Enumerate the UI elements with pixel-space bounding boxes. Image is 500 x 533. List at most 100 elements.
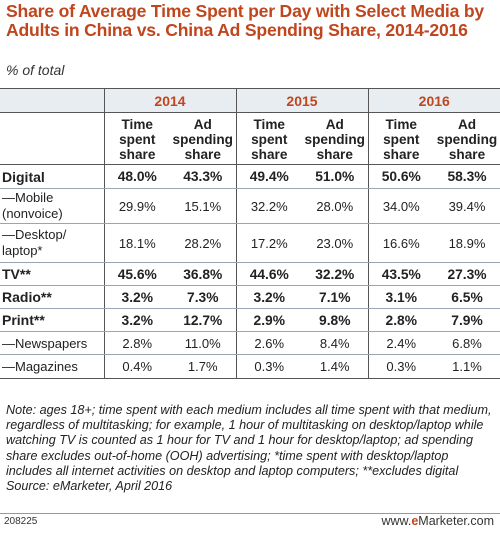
table-cell: 15.1%: [170, 188, 236, 224]
row-label-line: —Desktop/: [2, 227, 67, 242]
table-cell: 7.1%: [302, 285, 368, 309]
footer-divider: [0, 513, 500, 514]
data-table: 2014 2015 2016 Time spent share Ad spending s…: [0, 88, 500, 379]
row-label: TV**: [0, 262, 104, 286]
table-cell: 51.0%: [302, 164, 368, 189]
row-label: Radio**: [0, 285, 104, 309]
column-header-word: spending: [172, 132, 233, 147]
table-cell: 2.4%: [367, 331, 434, 355]
table-cell: 8.4%: [302, 331, 368, 355]
table-cell: 27.3%: [434, 262, 500, 286]
column-header-word: spending: [436, 132, 498, 147]
brand-suffix: Marketer.com: [418, 514, 494, 528]
table-row: —Magazines 0.4% 1.7% 0.3% 1.4% 0.3% 1.1%: [0, 354, 500, 379]
table-cell: 43.5%: [367, 262, 434, 286]
year-header-2014: 2014: [103, 88, 236, 113]
table-cell: 43.3%: [170, 164, 236, 189]
table-cell: 0.3%: [235, 354, 302, 379]
column-header-row: Time spent share Ad spending share Time spent sh…: [0, 112, 500, 165]
column-header-time-2015: Time spent share: [235, 112, 302, 165]
column-header-ad-2014: Ad spending share: [170, 112, 236, 165]
column-header-word: spending: [304, 132, 365, 147]
row-label: Print**: [0, 308, 104, 332]
table-cell: 28.2%: [170, 223, 236, 263]
column-header-ad-2015: Ad spending share: [302, 112, 368, 165]
table-cell: 7.3%: [170, 285, 236, 309]
table-cell: 6.8%: [434, 331, 500, 355]
column-header-word: Ad: [325, 117, 344, 132]
table-cell: 9.8%: [302, 308, 368, 332]
table-cell: 2.8%: [103, 331, 170, 355]
column-header-word: Time: [121, 117, 153, 132]
table-cell: 3.2%: [103, 285, 170, 309]
table-cell: 29.9%: [103, 188, 170, 224]
table-row: Print** 3.2% 12.7% 2.9% 9.8% 2.8% 7.9%: [0, 308, 500, 332]
chart-title: Share of Average Time Spent per Day with…: [6, 1, 484, 40]
table-cell: 17.2%: [235, 223, 302, 263]
table-cell: 0.3%: [367, 354, 434, 379]
column-header-word: share: [448, 147, 486, 162]
table-row: —Mobile (nonvoice) 29.9% 15.1% 32.2% 28.0% 34.…: [0, 188, 500, 224]
year-header-2015: 2015: [235, 88, 368, 113]
row-label-line: laptop*: [2, 243, 43, 258]
year-header-row: 2014 2015 2016: [0, 88, 500, 113]
column-header-word: share: [316, 147, 353, 162]
note-text: Note: ages 18+; time spent with each med…: [6, 403, 492, 478]
table-cell: 34.0%: [367, 188, 434, 224]
table-row: —Newspapers 2.8% 11.0% 2.6% 8.4% 2.4% 6.8%: [0, 331, 500, 355]
column-header-word: share: [184, 147, 221, 162]
table-cell: 28.0%: [302, 188, 368, 224]
row-label-line: (nonvoice): [2, 206, 63, 221]
row-label: —Mobile (nonvoice): [0, 188, 104, 224]
label-header-cell: [0, 112, 104, 165]
column-header-ad-2016: Ad spending share: [434, 112, 500, 165]
corner-cell: [0, 88, 104, 113]
chart-subtitle: % of total: [6, 62, 65, 78]
column-header-word: share: [383, 147, 420, 162]
table-cell: 0.4%: [103, 354, 170, 379]
column-header-word: share: [119, 147, 156, 162]
row-label: —Newspapers: [0, 331, 104, 355]
table-cell: 2.9%: [235, 308, 302, 332]
table-cell: 36.8%: [170, 262, 236, 286]
row-label: —Desktop/laptop*: [0, 223, 104, 263]
column-header-word: Ad: [193, 117, 212, 132]
table-cell: 3.2%: [103, 308, 170, 332]
table-cell: 48.0%: [103, 164, 170, 189]
table-cell: 6.5%: [434, 285, 500, 309]
table-row: Digital 48.0% 43.3% 49.4% 51.0% 50.6% 58.3%: [0, 164, 500, 189]
table-cell: 18.1%: [103, 223, 170, 263]
table-cell: 44.6%: [235, 262, 302, 286]
table-row: Radio** 3.2% 7.3% 3.2% 7.1% 3.1% 6.5%: [0, 285, 500, 309]
table-cell: 23.0%: [302, 223, 368, 263]
brand-e: e: [411, 514, 419, 528]
row-label: —Magazines: [0, 354, 104, 379]
table-cell: 11.0%: [170, 331, 236, 355]
brand-logo: www.eMarketer.com: [381, 514, 494, 528]
table-cell: 50.6%: [367, 164, 434, 189]
table-cell: 1.1%: [434, 354, 500, 379]
table-cell: 58.3%: [434, 164, 500, 189]
table-cell: 3.2%: [235, 285, 302, 309]
column-header-word: spent: [383, 132, 420, 147]
column-header-word: Time: [253, 117, 285, 132]
brand-prefix: www.: [381, 514, 412, 528]
table-cell: 32.2%: [235, 188, 302, 224]
column-header-word: spent: [251, 132, 288, 147]
column-header-word: spent: [119, 132, 156, 147]
table-cell: 7.9%: [434, 308, 500, 332]
row-label: Digital: [0, 164, 104, 189]
table-cell: 49.4%: [235, 164, 302, 189]
table-cell: 32.2%: [302, 262, 368, 286]
column-header-word: Time: [385, 117, 417, 132]
table-row: —Desktop/laptop* 18.1% 28.2% 17.2% 23.0% 16.6…: [0, 223, 500, 263]
table-cell: 2.8%: [367, 308, 434, 332]
table-cell: 1.7%: [170, 354, 236, 379]
column-header-time-2014: Time spent share: [103, 112, 170, 165]
table-cell: 45.6%: [103, 262, 170, 286]
table-cell: 1.4%: [302, 354, 368, 379]
table-row: TV** 45.6% 36.8% 44.6% 32.2% 43.5% 27.3%: [0, 262, 500, 286]
footnote: Note: ages 18+; time spent with each med…: [6, 403, 496, 494]
column-header-word: Ad: [457, 117, 477, 132]
chart-id: 208225: [4, 516, 38, 527]
